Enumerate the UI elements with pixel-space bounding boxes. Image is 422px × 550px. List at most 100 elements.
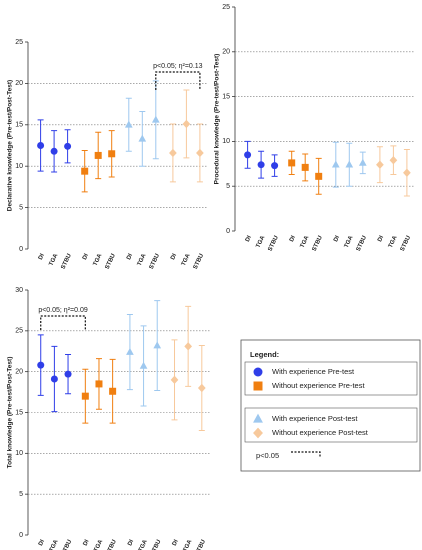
x-tick-label: DI	[38, 253, 46, 261]
x-tick-label: TGA	[93, 538, 104, 550]
marker	[257, 161, 265, 169]
annotation: p<0.05; η²=0.13	[153, 63, 203, 70]
marker	[184, 342, 193, 351]
marker	[331, 160, 340, 168]
x-tick-label: STBU	[149, 253, 161, 270]
x-tick-label: DI	[289, 235, 297, 243]
significance-bracket	[155, 71, 201, 90]
x-tick-label: STBU	[60, 253, 72, 270]
x-tick-label: TGA	[137, 252, 148, 267]
y-tick-label: 5	[19, 204, 23, 211]
marker	[197, 383, 206, 393]
x-tick-label: DI	[172, 539, 180, 547]
marker	[37, 142, 45, 149]
legend-label: Without experience Pre-test	[272, 381, 365, 390]
y-tick-label: 20	[15, 80, 23, 87]
y-axis-label: Procedural knowledge (Pre-test/Post-Test…	[214, 54, 221, 185]
x-tick-label: STBU	[267, 235, 279, 252]
y-tick-label: 0	[19, 246, 23, 253]
y-tick-label: 15	[222, 93, 230, 100]
y-tick-label: 10	[222, 138, 230, 145]
marker	[376, 160, 384, 169]
x-tick-label: TGA	[49, 252, 60, 267]
y-tick-label: 25	[15, 39, 23, 46]
x-tick-label: TGA	[181, 252, 192, 267]
marker	[253, 427, 263, 439]
x-tick-label: STBU	[400, 235, 412, 252]
x-tick-label: STBU	[105, 253, 117, 270]
y-tick-label: 0	[19, 532, 23, 539]
y-tick-label: 15	[15, 122, 23, 129]
marker	[301, 163, 309, 171]
x-tick-label: TGA	[256, 234, 267, 249]
x-tick-label: STBU	[356, 235, 368, 252]
x-tick-label: DI	[126, 253, 134, 261]
marker	[81, 392, 89, 400]
marker	[95, 380, 103, 388]
marker	[389, 156, 398, 165]
x-tick-label: STBU	[106, 539, 118, 550]
marker	[196, 148, 204, 158]
marker	[253, 381, 263, 391]
y-tick-label: 25	[222, 4, 230, 11]
x-tick-label: DI	[83, 539, 91, 547]
marker	[124, 120, 133, 128]
legend-group	[244, 407, 418, 443]
x-tick-label: TGA	[344, 234, 355, 249]
y-tick-label: 20	[15, 369, 23, 376]
y-tick-label: 5	[19, 491, 23, 498]
marker	[169, 148, 177, 158]
marker	[109, 387, 117, 395]
marker	[94, 151, 102, 159]
x-tick-label: DI	[245, 235, 253, 243]
marker	[138, 134, 147, 142]
x-tick-label: TGA	[49, 538, 60, 550]
marker	[50, 375, 58, 383]
x-tick-label: TGA	[138, 538, 149, 550]
legend-label: With experience Post-test	[272, 414, 358, 423]
significance-bracket	[40, 315, 86, 330]
marker	[50, 147, 58, 155]
legend-label: Without experience Post-test	[272, 428, 369, 437]
y-tick-label: 25	[15, 328, 23, 335]
marker	[151, 115, 160, 123]
marker	[64, 142, 72, 150]
y-tick-label: 30	[15, 287, 23, 294]
x-tick-label: DI	[82, 253, 90, 261]
y-tick-label: 0	[226, 228, 230, 235]
legend-title: Legend:	[250, 350, 279, 359]
x-tick-label: TGA	[183, 538, 194, 550]
marker	[108, 150, 116, 158]
marker	[182, 119, 191, 129]
x-tick-label: DI	[127, 539, 135, 547]
marker	[271, 162, 279, 170]
legend-significance: p<0.05	[256, 451, 279, 460]
marker	[244, 151, 252, 159]
marker	[37, 361, 45, 369]
marker	[403, 168, 411, 177]
x-tick-label: STBU	[312, 235, 324, 252]
legend-group	[244, 361, 418, 396]
y-axis-label: Total knowledge (Pre-test/Post-Test)	[7, 357, 14, 469]
marker	[253, 367, 263, 377]
marker	[126, 347, 134, 355]
marker	[358, 158, 367, 166]
x-tick-label: TGA	[93, 252, 104, 267]
x-tick-label: STBU	[61, 539, 73, 550]
x-tick-label: DI	[333, 235, 341, 243]
y-axis-label: Declarative knowledge (Pre-test/Post-Tes…	[7, 80, 14, 211]
x-tick-label: DI	[38, 539, 46, 547]
x-tick-label: STBU	[150, 539, 162, 550]
y-tick-label: 5	[226, 183, 230, 190]
x-tick-label: DI	[170, 253, 178, 261]
y-tick-label: 15	[15, 409, 23, 416]
marker	[64, 370, 72, 378]
marker	[288, 159, 296, 167]
y-tick-label: 10	[15, 163, 23, 170]
y-tick-label: 10	[15, 450, 23, 457]
x-tick-label: TGA	[300, 234, 311, 249]
marker	[345, 160, 354, 168]
x-tick-label: STBU	[195, 539, 207, 550]
y-tick-label: 20	[222, 49, 230, 56]
